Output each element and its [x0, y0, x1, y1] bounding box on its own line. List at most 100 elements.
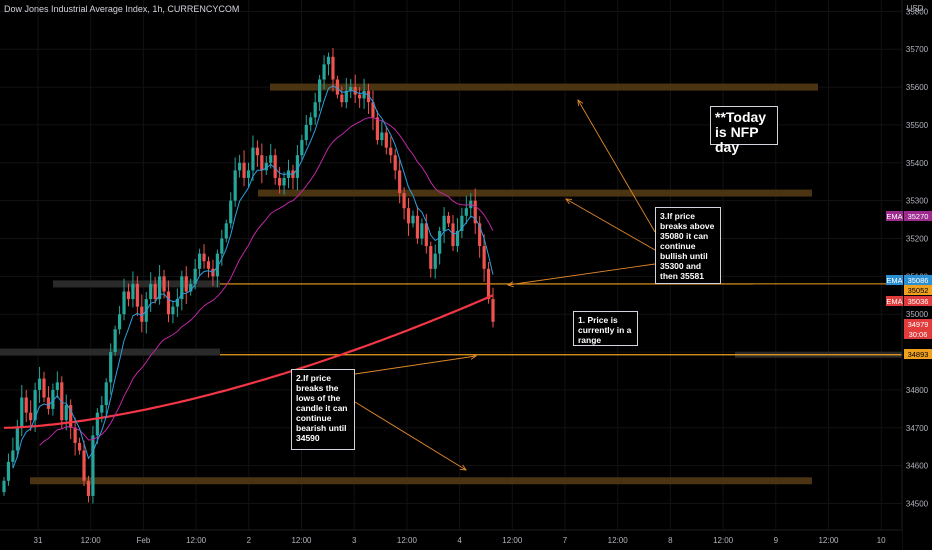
candle-body	[313, 102, 317, 118]
time-tick-label: 12:00	[713, 536, 734, 545]
price-tick-label: 34600	[906, 462, 929, 471]
price-tick-label: 35200	[906, 235, 929, 244]
time-tick-label: 10	[877, 536, 886, 545]
time-tick-label: 2	[247, 536, 252, 545]
candle-body	[15, 427, 19, 451]
candle-body	[46, 397, 51, 409]
candle-body	[184, 276, 188, 292]
time-tick-label: 3	[352, 536, 357, 545]
chart-title: Dow Jones Industrial Average Index, 1h, …	[4, 4, 240, 14]
price-badge	[904, 296, 932, 306]
candle-body	[384, 132, 388, 148]
time-tick-label: 12:00	[818, 536, 839, 545]
candle-body	[331, 56, 335, 80]
price-tick-label: 34500	[906, 500, 929, 509]
candle-body	[282, 177, 286, 186]
price-tick-label: 35700	[906, 45, 929, 54]
candle-body	[269, 155, 273, 163]
candle-body	[157, 276, 162, 300]
candle-body	[91, 435, 95, 496]
candle-body	[175, 299, 179, 307]
candle-body	[215, 253, 219, 277]
candle-body	[104, 382, 108, 406]
candle-body	[2, 480, 6, 493]
candle-body	[24, 397, 28, 413]
candle-body	[264, 162, 268, 171]
arrowhead	[470, 353, 478, 360]
candle-body	[37, 378, 42, 390]
candle-body	[6, 461, 11, 481]
price-tick-label: 35000	[906, 310, 929, 319]
time-tick-label: 7	[563, 536, 568, 545]
currency-label: USD	[907, 4, 924, 13]
price-badge	[904, 211, 932, 221]
candle-body	[260, 155, 264, 171]
candle-body	[398, 170, 402, 194]
candle-body	[446, 215, 451, 224]
candle-body	[189, 283, 193, 292]
price-tick-label: 34800	[906, 386, 929, 395]
annotation-arrow	[507, 263, 656, 286]
sr-zone	[30, 477, 812, 485]
time-tick-label: 12:00	[502, 536, 523, 545]
candle-body	[326, 56, 331, 65]
candle-body	[11, 450, 15, 462]
candle-body	[442, 215, 446, 231]
price-badge-tag	[886, 275, 903, 285]
price-badge	[904, 275, 932, 285]
candle-body	[304, 124, 308, 141]
today-note: **Today is NFP day	[710, 106, 778, 155]
sr-zone	[258, 189, 812, 197]
candle-body	[473, 200, 477, 224]
candle-body	[349, 87, 353, 91]
candle-body	[251, 147, 255, 171]
candle-body	[122, 291, 126, 315]
candle-body	[64, 405, 68, 421]
candle-body	[42, 378, 46, 398]
note-bullish: 3.If price breaks above 35080 it can con…	[655, 207, 721, 284]
candle-body	[242, 162, 246, 178]
price-badge-label: EMA	[886, 276, 902, 285]
price-badge	[904, 329, 932, 339]
candle-body	[180, 276, 184, 300]
candle-body	[278, 177, 282, 186]
time-tick-label: 12:00	[186, 536, 207, 545]
candle-body	[482, 246, 486, 269]
candle-body	[233, 170, 237, 201]
ema-mid-line	[39, 117, 494, 446]
candle-body	[362, 90, 366, 99]
time-tick-label: 8	[668, 536, 673, 545]
candle-body	[438, 230, 442, 254]
candle-body	[135, 283, 139, 307]
price-badge-tag	[886, 211, 903, 221]
ema-fast-line	[12, 85, 494, 469]
candle-body	[335, 79, 340, 95]
candle-body	[273, 155, 277, 178]
arrowhead	[565, 198, 573, 205]
price-badge	[904, 349, 932, 359]
annotation-arrow	[565, 198, 656, 251]
candle-body	[451, 223, 455, 247]
candle-body	[486, 268, 491, 300]
annotation-arrow	[354, 401, 467, 471]
candle-body	[77, 442, 82, 451]
note-range: 1. Price is currently in a range	[573, 311, 638, 346]
candle-body	[224, 223, 228, 239]
candle-body	[246, 170, 251, 178]
candle-body	[309, 117, 313, 125]
candle-body	[51, 389, 55, 409]
candle-body	[29, 412, 33, 421]
candle-body	[33, 389, 37, 421]
candle-body	[220, 238, 224, 254]
arrowhead	[459, 464, 467, 471]
candle-body	[411, 215, 415, 224]
annotation-arrow	[354, 355, 477, 375]
candle-body	[86, 480, 91, 496]
price-badge-label: EMA	[886, 212, 902, 221]
candle-body	[358, 94, 362, 99]
candle-body	[255, 147, 259, 156]
time-tick-label: 12:00	[291, 536, 312, 545]
candle-body	[55, 382, 59, 390]
candle-body	[117, 314, 122, 330]
